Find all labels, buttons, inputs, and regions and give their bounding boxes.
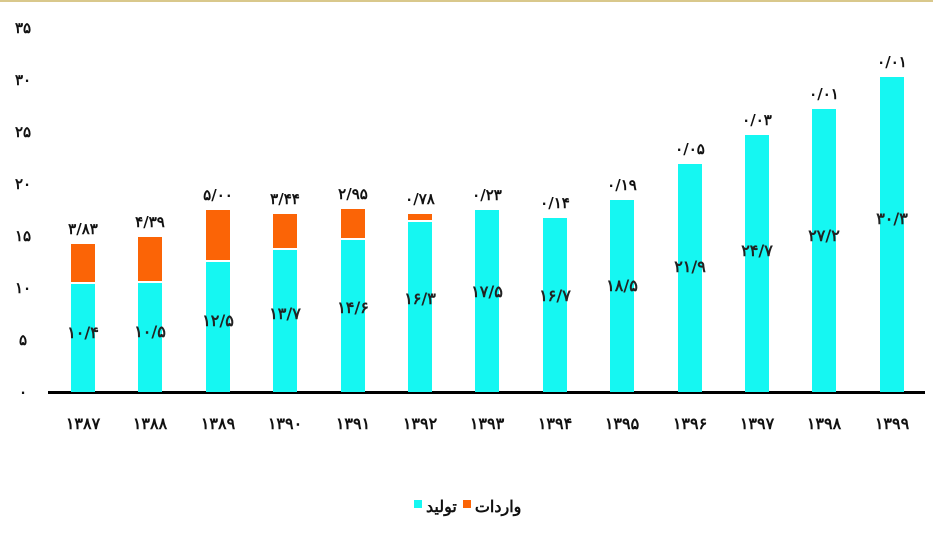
production-value-label: ۱۰/۴	[67, 322, 99, 342]
x-axis-tick: ۱۳۸۹	[200, 414, 236, 433]
y-axis-tick: ۲۵	[14, 123, 32, 141]
y-axis-tick: ۱۰	[14, 279, 32, 297]
y-axis-tick: ۳۰	[14, 71, 32, 89]
legend-item-imports: واردات	[462, 497, 522, 516]
bar-production	[678, 164, 702, 392]
x-axis-tick: ۱۳۹۸	[806, 414, 842, 433]
x-axis-tick: ۱۳۸۸	[132, 414, 168, 433]
bar-production	[71, 283, 95, 392]
production-value-label: ۱۲/۵	[202, 310, 234, 330]
chart-legend: واردات تولید	[414, 497, 521, 516]
bar-imports	[206, 210, 230, 260]
y-axis-tick: ۵	[18, 331, 28, 349]
production-value-label: ۲۱/۹	[674, 256, 706, 276]
x-axis-tick: ۱۳۸۷	[65, 414, 101, 433]
bar-imports	[273, 213, 297, 248]
bar-imports	[341, 209, 365, 239]
x-axis-tick: ۱۳۹۶	[672, 414, 708, 433]
imports-value-label: ۰/۰۵	[675, 140, 705, 159]
x-axis-line	[48, 391, 925, 394]
imports-value-label: ۰/۰۳	[742, 111, 772, 130]
imports-value-label: ۰/۰۱	[877, 52, 907, 71]
imports-value-label: ۳/۴۴	[270, 189, 300, 208]
bar-imports	[138, 237, 162, 281]
y-axis-tick: ۲۰	[14, 175, 32, 193]
top-border	[0, 0, 933, 2]
production-value-label: ۱۰/۵	[134, 321, 166, 341]
x-axis-tick: ۱۳۹۷	[739, 414, 775, 433]
bar-production	[812, 109, 836, 392]
bar-production	[610, 199, 634, 392]
bar-production	[543, 218, 567, 392]
imports-value-label: ۰/۷۸	[405, 190, 435, 209]
production-value-label: ۳۰/۳	[876, 208, 908, 228]
x-axis-tick: ۱۳۹۲	[402, 414, 438, 433]
production-value-label: ۱۸/۵	[606, 276, 638, 296]
x-axis-tick: ۱۳۹۹	[874, 414, 910, 433]
bar-production	[273, 249, 297, 392]
bar-production	[341, 240, 365, 392]
x-axis-tick: ۱۳۹۰	[267, 414, 303, 433]
legend-swatch-imports	[462, 499, 471, 508]
bar-production	[475, 210, 499, 392]
y-axis-tick: ۱۵	[14, 227, 32, 245]
imports-value-label: ۵/۰۰	[203, 186, 233, 204]
production-value-label: ۱۳/۷	[269, 303, 301, 323]
imports-value-label: ۲/۹۵	[338, 185, 368, 204]
y-axis-tick: ۳۵	[14, 19, 32, 37]
production-value-label: ۲۷/۲	[808, 226, 840, 246]
legend-swatch-production	[414, 499, 422, 508]
bar-production	[206, 262, 230, 392]
production-value-label: ۱۶/۳	[404, 288, 436, 308]
y-axis-tick: ۰	[18, 383, 28, 401]
x-axis-tick: ۱۳۹۵	[604, 414, 640, 433]
bar-production	[138, 282, 162, 392]
x-axis-tick: ۱۳۹۴	[537, 414, 573, 433]
x-axis-tick: ۱۳۹۱	[335, 414, 371, 433]
imports-value-label: ۴/۳۹	[135, 213, 165, 232]
bar-imports	[71, 244, 95, 282]
imports-value-label: ۰/۲۳	[472, 186, 502, 204]
production-value-label: ۱۷/۵	[471, 281, 503, 301]
legend-label-imports: واردات	[474, 497, 522, 516]
bar-imports	[408, 214, 432, 221]
imports-value-label: ۰/۰۱	[809, 85, 839, 104]
legend-item-production: تولید	[414, 497, 457, 516]
production-value-label: ۱۴/۶	[337, 298, 369, 318]
imports-value-label: ۰/۱۹	[607, 175, 637, 194]
production-value-label: ۱۶/۷	[539, 286, 571, 306]
production-value-label: ۲۴/۷	[741, 240, 773, 260]
imports-value-label: ۳/۸۳	[68, 220, 98, 238]
bar-production	[745, 135, 769, 392]
imports-value-label: ۰/۱۴	[540, 194, 570, 213]
legend-label-production: تولید	[426, 497, 457, 516]
bar-production	[880, 76, 904, 392]
bar-production	[408, 222, 432, 392]
x-axis-tick: ۱۳۹۳	[469, 414, 505, 433]
